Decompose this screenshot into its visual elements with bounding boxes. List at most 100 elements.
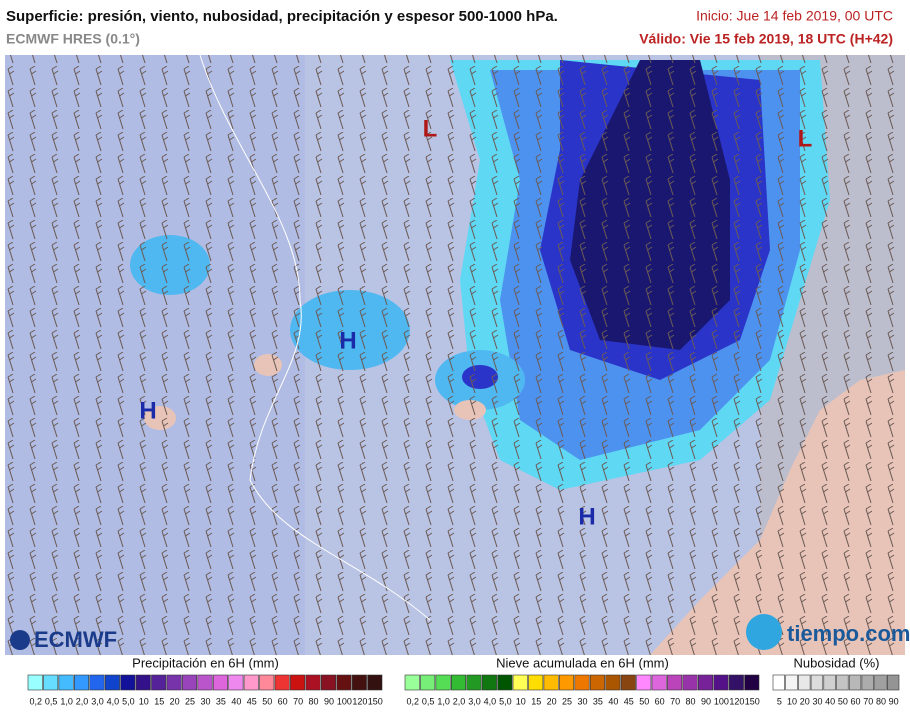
legend-swatch [135,674,151,691]
legend-swatch [605,674,621,691]
legend-swatch [886,674,900,691]
legend-swatch [336,674,352,691]
legend-label: 45 [247,696,257,706]
legend-swatch [89,674,105,691]
pressure-label: L [798,125,813,152]
wind-barbs [5,55,905,655]
legend-swatch [772,674,785,691]
legend-label: 50 [838,696,848,706]
ecmwf-logo: ECMWF [10,627,117,652]
legend-label: 0,2 [29,696,42,706]
legend-title: Precipitación en 6H (mm) [132,655,279,670]
legend-swatch [620,674,636,691]
legend-label: 30 [812,696,822,706]
legend-label: 10 [787,696,797,706]
legend-label: 5,0 [499,696,512,706]
legend-label: 70 [293,696,303,706]
legend-swatch [27,674,43,691]
logo-icon [10,630,30,650]
legend-swatch [559,674,575,691]
logo-text: tiempo.com [787,621,910,646]
legend-label: 70 [863,696,873,706]
legend-label: 30 [200,696,210,706]
legend-swatch [451,674,467,691]
legend-label: 20 [547,696,557,706]
pressure-label: H [139,397,156,424]
legend-swatch [528,674,544,691]
legend-label: 15 [154,696,164,706]
legend-swatch [697,674,713,691]
legend-label: 35 [216,696,226,706]
legend-swatch [874,674,887,691]
start-time: Inicio: Jue 14 feb 2019, 00 UTC [696,8,893,24]
legend-swatch [543,674,559,691]
legend-label: 3,0 [91,696,104,706]
legend-label: 50 [639,696,649,706]
legend-swatch [589,674,605,691]
legend-swatch [104,674,120,691]
legend-swatch [58,674,74,691]
legend-label: 3,0 [468,696,481,706]
legend-swatch [166,674,182,691]
legend-swatch [785,674,798,691]
legend-swatch [636,674,652,691]
legend-label: 40 [608,696,618,706]
legend-label: 20 [800,696,810,706]
legend-label: 150 [745,696,760,706]
legend-swatch [228,674,244,691]
legend-swatch [43,674,59,691]
legend-swatch [243,674,259,691]
legend-swatch [798,674,811,691]
legend-label: 40 [825,696,835,706]
legend-swatch [197,674,213,691]
legend-label: 50 [262,696,272,706]
legend-swatch [74,674,90,691]
legend-swatch [823,674,836,691]
legend-swatch [744,674,760,691]
logo-text: ECMWF [34,627,117,652]
legend-label: 80 [309,696,319,706]
legend-label: 70 [670,696,680,706]
legend-label: 80 [686,696,696,706]
legend-label: 100 [337,696,352,706]
legend-label: 120 [352,696,367,706]
legend-label: 60 [278,696,288,706]
model-name: ECMWF HRES (0.1°) [6,31,140,47]
legend-swatch [290,674,306,691]
pressure-label: H [339,327,356,354]
legend-swatch [481,674,497,691]
legend-label: 1,0 [437,696,450,706]
isobar [199,54,431,621]
legend-label: 2,0 [453,696,466,706]
legend-label: 15 [531,696,541,706]
legend-title: Nieve acumulada en 6H (mm) [496,655,669,670]
legend-label: 2,0 [76,696,89,706]
legend-label: 0,2 [406,696,419,706]
pressure-label: L [423,115,438,142]
legend-label: 120 [729,696,744,706]
legend-swatch [651,674,667,691]
legend-label: 150 [368,696,383,706]
legend-swatch [182,674,198,691]
legend-swatch [861,674,874,691]
legend-label: 0,5 [422,696,435,706]
legend-label: 100 [714,696,729,706]
legend-swatch [274,674,290,691]
legend-label: 4,0 [484,696,497,706]
legend-label: 30 [577,696,587,706]
legend-label: 90 [701,696,711,706]
legend-swatch [404,674,420,691]
legend-swatch [667,674,683,691]
legend-swatch [682,674,698,691]
cloud-legend: Nubosidad (%) 5 10 20 30 40 50 60 70 80 90 [772,655,900,706]
legend-label: 40 [231,696,241,706]
legend-label: 1,0 [60,696,73,706]
legend-swatch [713,674,729,691]
legend-title: Nubosidad (%) [794,655,880,670]
legend-swatch [836,674,849,691]
legend-label: 5,0 [122,696,135,706]
legend-swatch [728,674,744,691]
legend-swatch [320,674,336,691]
legend-label: 5 [777,696,782,706]
